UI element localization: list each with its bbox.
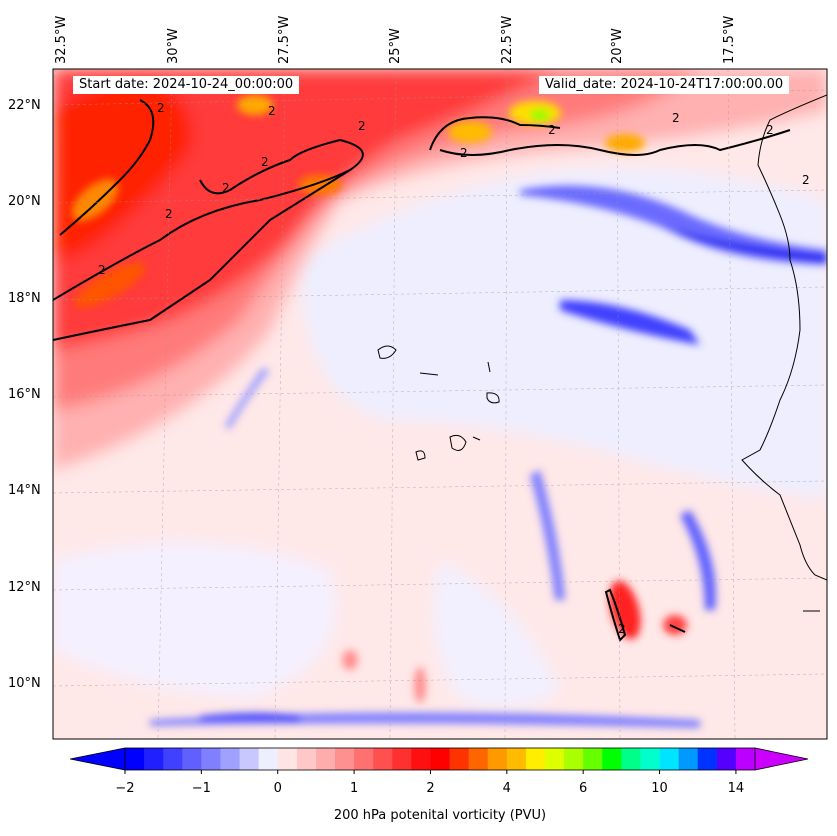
map-frame [52,68,828,740]
contour-label: 2 [222,181,230,195]
contour-label: 2 [268,104,276,118]
colorbar [70,747,809,774]
colorbar-swatch [583,748,603,770]
colorbar-swatch [545,748,565,770]
colorbar-tick-label: 6 [579,781,588,796]
colorbar-swatch [335,748,355,770]
colorbar-swatch [564,748,584,770]
pv-maxima [71,95,645,308]
colorbar-swatch [449,748,470,770]
colorbar-tick-label: 4 [502,781,511,796]
colorbar-swatch [239,748,260,770]
colorbar-swatch [163,748,183,770]
lon-label: 32.5°W [54,15,69,64]
colorbar-swatch [621,748,641,770]
contour-label: 2 [165,207,173,221]
colorbar-extend-low [70,747,126,771]
lon-label: 17.5°W [722,15,737,64]
colorbar-swatch [277,748,298,770]
contour-labels: 2 2 2 2 2 2 2 2 2 2 2 2 2 [98,101,810,636]
colorbar-swatch [678,748,699,770]
lat-label: 18°N [8,291,41,306]
colorbar-tick-label: −1 [191,781,211,796]
lat-label: 12°N [8,580,41,595]
colorbar-swatch [296,748,317,770]
negative-pv-bands [150,185,827,728]
colorbar-swatch [659,748,680,770]
contour-label: 2 [157,101,165,115]
colorbar-frame [124,747,756,771]
colorbar-tick-label: 0 [273,781,282,796]
colorbar-swatch [258,748,279,770]
colorbar-tick-label: −2 [115,781,135,796]
colorbar-swatch [354,748,374,770]
colorbar-swatch [144,748,164,770]
lon-label: 25°W [388,28,403,64]
lat-label: 22°N [8,98,41,113]
lat-label: 16°N [8,387,41,402]
low-pv-regions [53,168,827,708]
colorbar-swatch [525,748,546,770]
colorbar-swatch [716,748,737,770]
colorbar-swatch [182,748,202,770]
southern-pv-cells [342,580,687,703]
contour-label: 2 [358,119,366,133]
contour-label: 2 [548,123,556,137]
lon-label: 20°W [610,28,625,64]
contour-label: 2 [766,123,774,137]
lon-label: 22.5°W [500,15,515,64]
colorbar-swatch [315,748,336,770]
colorbar-swatch [468,748,489,770]
colorbar-swatch [735,748,756,770]
colorbar-swatch [220,748,241,770]
valid-date-label: Valid_date: 2024-10-24T17:00:00.00 [539,76,790,94]
pv-map: 2 2 2 2 2 2 2 2 2 2 2 2 2 [52,68,828,740]
contour-label: 2 [98,263,106,277]
colorbar-swatch [697,748,718,770]
start-date-label: Start date: 2024-10-24_00:00:00 [73,76,300,94]
colorbar-swatch [373,748,393,770]
lat-label: 14°N [8,483,41,498]
colorbar-tick-label: 1 [349,781,359,796]
contour-label: 2 [460,146,468,160]
colorbar-tick-label: 10 [651,781,668,796]
contour-label: 2 [672,111,680,125]
colorbar-tick-label: 14 [727,781,745,796]
colorbar-swatch [487,748,508,770]
colorbar-swatch [125,748,145,770]
contour-label: 2 [618,622,626,636]
contour-label: 2 [802,173,810,187]
lat-label: 10°N [8,676,41,691]
colorbar-swatch [201,748,221,770]
coastline [377,94,827,612]
lat-label: 20°N [8,194,41,209]
colorbar-swatch [506,748,527,770]
contour-label: 2 [261,155,269,169]
graticule [53,69,827,739]
colorbar-swatch [430,748,451,770]
colorbar-swatch [411,748,431,770]
colorbar-tick-label: 2 [426,781,435,796]
colorbar-swatch [640,748,661,770]
colorbar-swatch [602,748,622,770]
lon-label: 27.5°W [277,15,292,64]
colorbar-title: 200 hPa potenital vorticity (PVU) [333,808,547,823]
colorbar-extend-high [754,747,809,771]
colorbar-swatch [392,748,412,770]
lon-label: 30°W [166,28,181,64]
